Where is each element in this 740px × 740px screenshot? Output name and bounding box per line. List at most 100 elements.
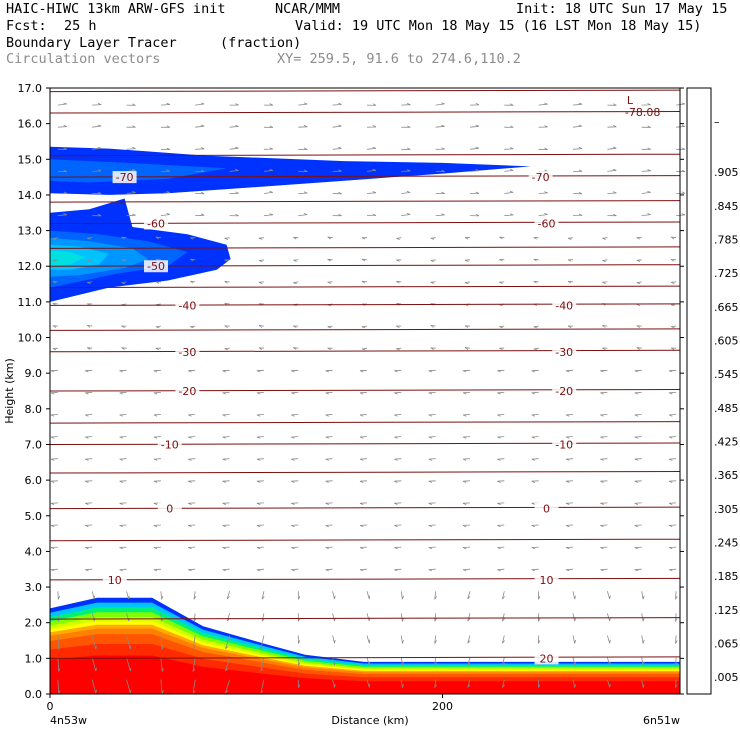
circulation-vector [531,546,539,550]
circulation-vector [85,568,93,572]
circulation-vector [119,458,127,461]
circulation-vector [565,502,574,505]
y-tick-label: 14.0 [18,189,43,202]
circulation-vector [195,102,205,106]
circulation-vector [91,591,96,600]
circulation-vector [298,213,308,216]
isotherm-label-bg [534,573,559,586]
circulation-vector [600,546,608,550]
circulation-vector [567,280,574,284]
circulation-vector [119,392,127,395]
circulation-vector [428,414,436,417]
circulation-vector [401,147,411,150]
circulation-vector [502,635,505,644]
circulation-vector [126,191,136,194]
circulation-vector [634,546,642,550]
circulation-vector [366,613,371,622]
colorbar-label: .785 [714,234,739,247]
circulation-vector [119,369,127,373]
circulation-vector [359,369,368,373]
circulation-vector [50,436,58,439]
isotherm-line [49,421,681,424]
circulation-vector [572,591,576,600]
circulation-vector [261,613,265,622]
isotherm-label-bg [143,217,168,230]
circulation-vector [401,169,411,172]
y-tick-label: 4.0 [25,545,43,558]
circulation-vector [572,191,583,195]
model-title: HAIC-HIWC 13km ARW-GFS init [6,1,226,17]
circulation-vector [188,458,196,461]
circulation-vector [188,546,196,550]
circulation-vector [85,458,93,461]
circulation-vector [607,657,611,666]
circulation-vector [188,436,196,439]
circulation-vector [400,657,404,666]
circulation-vector [190,258,196,262]
circulation-vector [121,259,127,262]
colorbar-label: .125 [714,604,739,617]
isotherm-line [49,471,681,474]
circulation-vector [50,568,58,572]
y-tick-label: 11.0 [18,296,43,309]
init-time: Init: 18 UTC Sun 17 May 15 [516,1,728,17]
circulation-vector [57,147,68,150]
circulation-vector [258,237,264,240]
circulation-vector [572,613,576,622]
circulation-vector [607,635,611,644]
circulation-vector [50,480,58,483]
colorbar-label: .425 [714,436,739,449]
circulation-vector [327,347,333,351]
isotherm-label: -60 [147,217,165,230]
circulation-vector [160,102,171,106]
circulation-vector [464,325,471,328]
circulation-vector [502,613,505,622]
isotherm-line [49,442,681,445]
circulation-vector [188,414,196,417]
y-tick-label: 16.0 [18,118,43,131]
isotherm-label: -30 [555,346,573,359]
circulation-vector [332,591,336,600]
circulation-vector [85,392,93,395]
circulation-vector [401,125,411,128]
circulation-vector [428,369,436,373]
circulation-vector [325,502,333,505]
isotherm-label-bg [157,438,182,451]
circulation-vector [464,259,471,262]
circulation-vector [394,480,402,483]
colorbar-label: .245 [714,537,739,550]
anvil-lower-4 [50,250,86,267]
isotherm-label-bg [552,385,577,397]
circulation-vector [600,392,608,395]
isotherm-line [49,200,681,203]
circulation-vector [297,679,301,688]
circulation-vector [260,657,265,672]
circulation-vector [261,591,265,600]
x-end-label-left: 4n53w [50,714,87,727]
circulation-vector [428,524,436,528]
circulation-vector [435,191,445,194]
circulation-vector [573,169,583,172]
isotherm-line [49,153,681,157]
circulation-vector [121,236,127,240]
circulation-vector [359,392,368,395]
x-tick-label: 200 [432,700,453,713]
circulation-vector [396,280,402,284]
circulation-vector [497,392,505,395]
circulation-vector [497,436,505,439]
circulation-vector [92,169,102,172]
circulation-vector [57,169,67,173]
circulation-vector [531,392,539,395]
circulation-vector [256,546,264,550]
circulation-vector [126,213,136,216]
xy-readout: XY= 259.5, 91.6 to 274.6,110.2 [277,51,521,67]
circulation-vector [153,546,161,550]
circulation-vector [297,613,301,622]
circulation-vector [675,657,678,666]
circulation-vector [222,502,230,505]
circulation-vector [50,414,58,417]
colorbar-label: .665 [714,301,739,314]
circulation-vector [676,169,686,173]
y-tick-label: 13.0 [18,225,43,238]
